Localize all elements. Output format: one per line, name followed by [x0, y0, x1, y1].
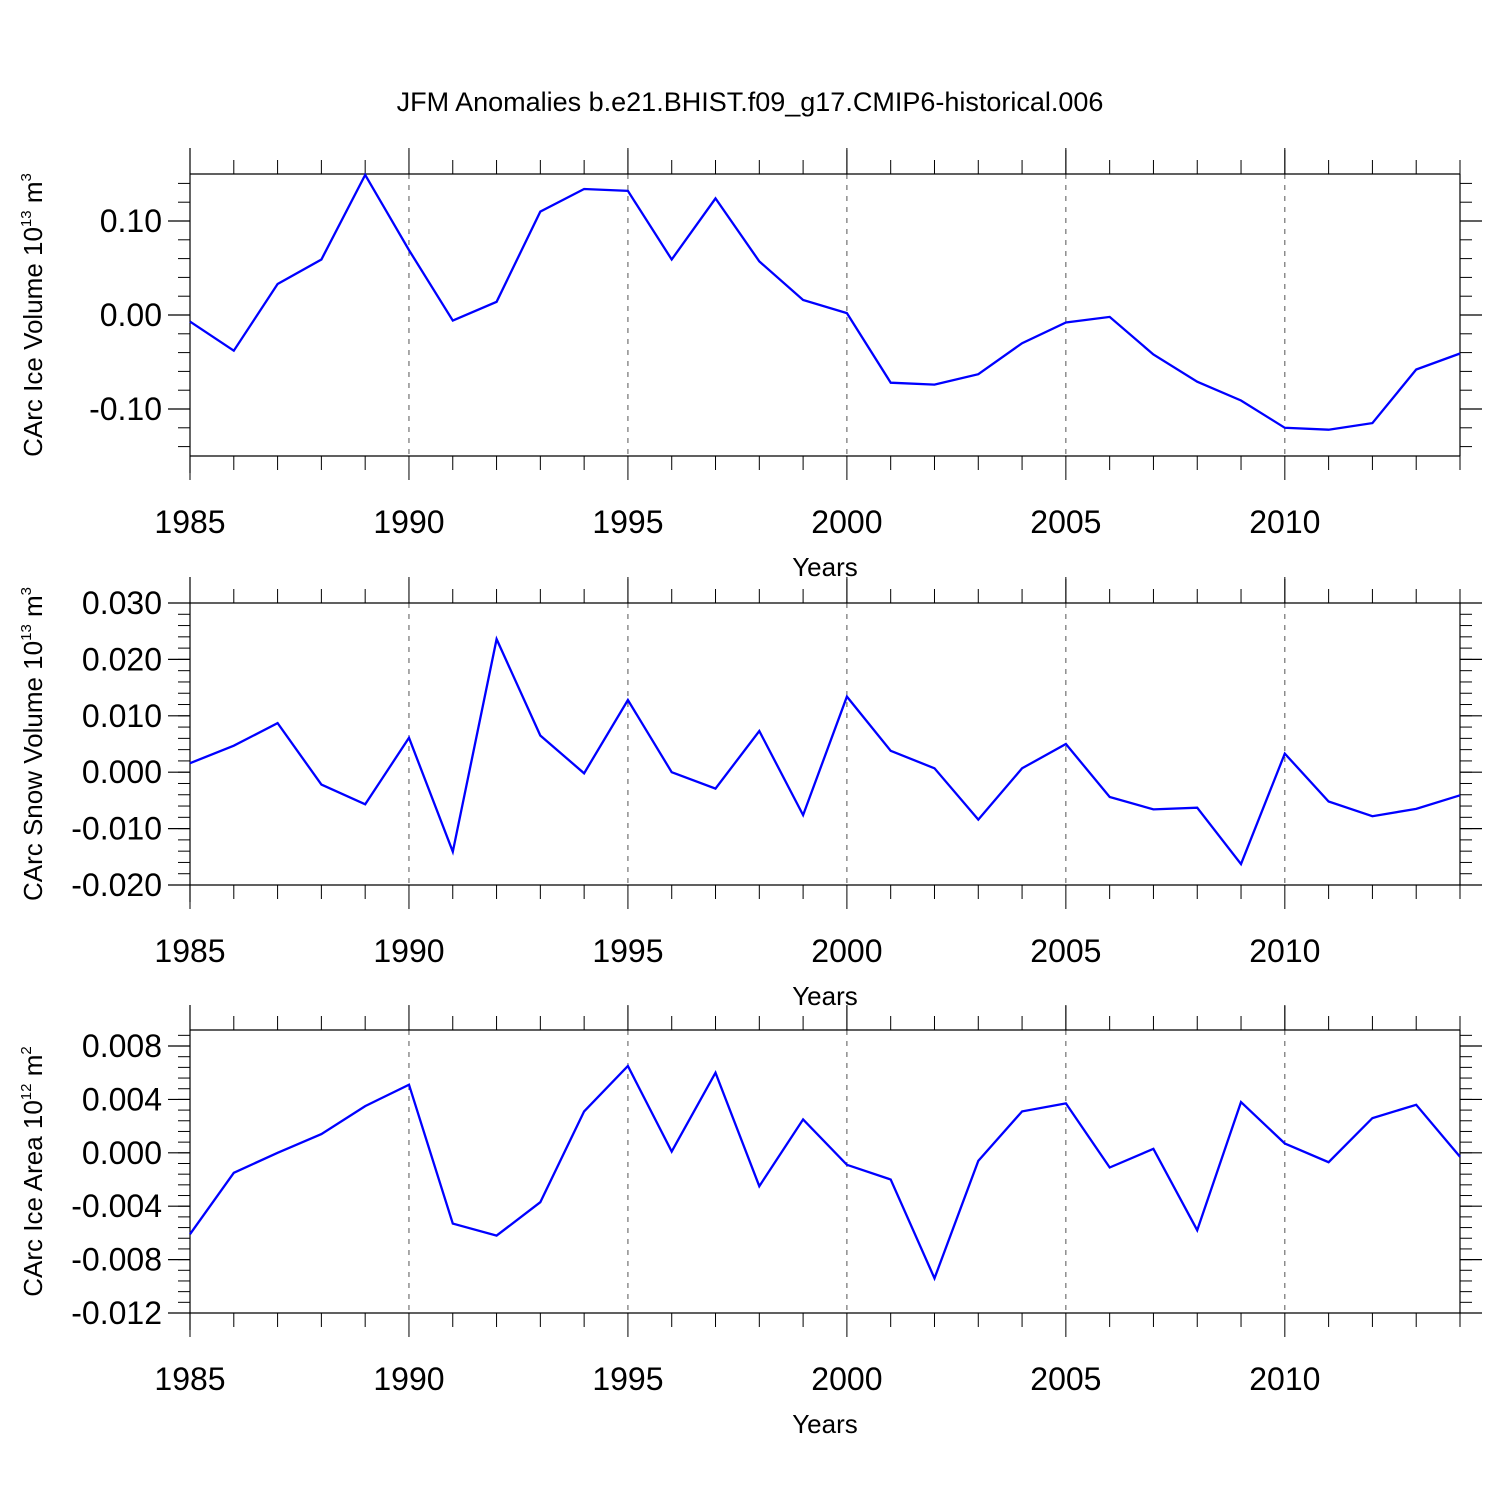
y-axis-label-exponent: 13	[18, 210, 35, 227]
x-tick-label: 1995	[592, 504, 663, 540]
x-axis-label: Years	[792, 1409, 858, 1439]
y-axis-label-exponent: 13	[18, 624, 35, 641]
x-tick-label: 2005	[1030, 1361, 1101, 1397]
figure-title: JFM Anomalies b.e21.BHIST.f09_g17.CMIP6-…	[397, 87, 1104, 117]
y-axis-label-prefix: CArc Snow Volume 10	[18, 641, 48, 901]
x-tick-label: 1990	[373, 1361, 444, 1397]
x-tick-label: 1995	[592, 1361, 663, 1397]
y-axis-label-unit-exponent: 3	[18, 173, 35, 181]
y-tick-label: 0.008	[82, 1028, 162, 1064]
y-tick-label: -0.012	[71, 1295, 162, 1331]
y-tick-label: -0.020	[71, 867, 162, 903]
y-axis-label-prefix: CArc Ice Volume 10	[18, 227, 48, 457]
x-tick-label: 2005	[1030, 933, 1101, 969]
y-tick-label: 0.000	[82, 1135, 162, 1171]
y-tick-label: 0.10	[100, 203, 162, 239]
x-tick-label: 1985	[154, 504, 225, 540]
y-tick-label: -0.004	[71, 1188, 162, 1224]
x-tick-label: 1990	[373, 504, 444, 540]
y-tick-label: 0.010	[82, 698, 162, 734]
series-line	[189, 635, 1461, 867]
panels: 1985 1990 1995 2000 2005 2010 Years -0.10 0.00 0.…	[18, 148, 1482, 1439]
x-axis-label: Years	[792, 981, 858, 1011]
x-tick-label: 1995	[592, 933, 663, 969]
x-tick-label: 2000	[811, 933, 882, 969]
x-tick-label: 2010	[1249, 1361, 1320, 1397]
panel-2: 1985 1990 1995 2000 2005 2010 Years -0.020 -0.01…	[18, 577, 1482, 1011]
y-tick-label: -0.10	[89, 391, 162, 427]
y-axis-label-prefix: CArc Ice Area 10	[18, 1100, 48, 1297]
series-line	[189, 172, 1461, 431]
panel-1: 1985 1990 1995 2000 2005 2010 Years -0.10 0.00 0.…	[18, 148, 1482, 582]
y-tick-label: -0.010	[71, 811, 162, 847]
y-axis-label-unit: m	[18, 595, 48, 624]
x-tick-label: 2010	[1249, 504, 1320, 540]
y-tick-label: 0.020	[82, 641, 162, 677]
x-tick-label: 1985	[154, 933, 225, 969]
y-tick-label: 0.000	[82, 754, 162, 790]
x-tick-label: 1985	[154, 1361, 225, 1397]
x-axis-label: Years	[792, 552, 858, 582]
y-axis-label-unit-exponent: 2	[18, 1046, 35, 1054]
panel-3: 1985 1990 1995 2000 2005 2010 Years -0.012 -0.00…	[18, 1005, 1482, 1439]
y-axis-label: CArc Ice Volume 1013 m3	[18, 173, 48, 457]
y-tick-label: 0.004	[82, 1081, 162, 1117]
x-tick-label: 2005	[1030, 504, 1101, 540]
y-tick-label: -0.008	[71, 1242, 162, 1278]
y-axis-label-unit: m	[18, 1055, 48, 1084]
y-axis-label-unit-exponent: 3	[18, 587, 35, 595]
x-tick-label: 2000	[811, 504, 882, 540]
y-axis-label: CArc Snow Volume 1013 m3	[18, 587, 48, 901]
y-axis-label: CArc Ice Area 1012 m2	[18, 1046, 48, 1296]
y-tick-label: 0.030	[82, 585, 162, 621]
y-tick-label: 0.00	[100, 297, 162, 333]
x-tick-label: 1990	[373, 933, 444, 969]
y-axis-label-exponent: 12	[18, 1084, 35, 1101]
series-line	[189, 1064, 1461, 1282]
x-tick-label: 2010	[1249, 933, 1320, 969]
x-tick-label: 2000	[811, 1361, 882, 1397]
y-axis-label-unit: m	[18, 181, 48, 210]
